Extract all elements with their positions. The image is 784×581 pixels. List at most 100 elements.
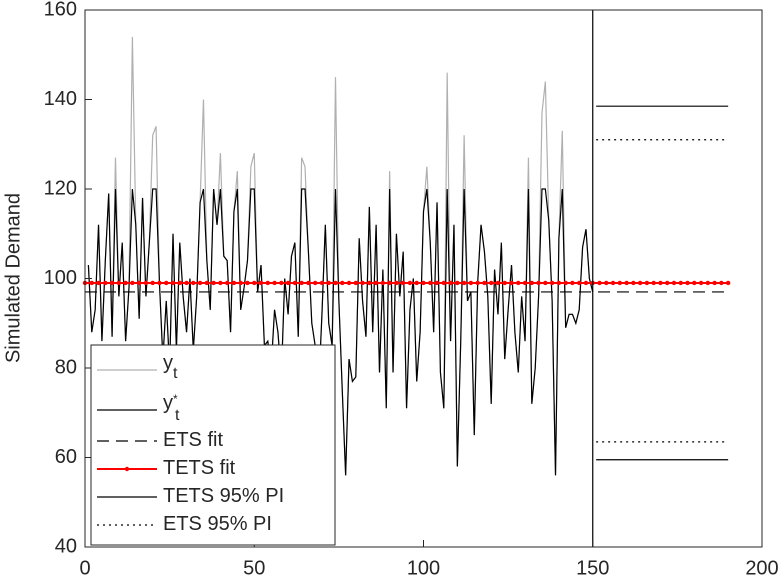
x-tick-label: 0 — [79, 557, 90, 579]
y-tick-label: 140 — [44, 88, 77, 110]
legend-label-sub: t — [175, 407, 180, 424]
y-axis-label: Simulated Demand — [2, 193, 24, 363]
series-marker — [306, 280, 311, 286]
series-marker — [157, 280, 162, 286]
series-marker — [502, 280, 507, 286]
y-tick-label: 80 — [55, 356, 77, 378]
series-marker — [191, 280, 196, 286]
series-marker — [529, 280, 535, 286]
series-marker — [204, 280, 210, 286]
series-marker — [340, 280, 345, 286]
series-marker — [177, 280, 182, 286]
legend-label: ETS 95% PI — [163, 513, 272, 535]
series-marker — [516, 280, 521, 286]
series-marker — [136, 280, 142, 286]
series-marker — [712, 280, 717, 286]
series-marker — [89, 280, 94, 286]
series-marker — [461, 280, 467, 286]
series-marker — [285, 280, 291, 286]
series-marker — [96, 280, 101, 286]
series-marker — [671, 280, 677, 286]
y-tick-label: 100 — [44, 267, 77, 289]
series-marker — [109, 280, 115, 286]
series-marker — [685, 280, 690, 286]
series-marker — [536, 280, 541, 286]
series-marker — [617, 280, 623, 286]
series-marker — [678, 280, 683, 286]
series-marker — [455, 280, 460, 286]
legend-label: TETS fit — [163, 457, 236, 479]
series-marker — [211, 280, 216, 286]
series-marker — [380, 280, 386, 286]
series-marker — [299, 280, 304, 286]
series-marker — [482, 280, 487, 286]
series-marker — [394, 280, 399, 286]
series-marker — [705, 280, 711, 286]
series-marker — [224, 280, 230, 286]
series-marker — [279, 280, 284, 286]
series-marker — [231, 280, 237, 286]
series-marker — [184, 280, 189, 286]
series-marker — [143, 280, 149, 286]
series-marker — [597, 280, 602, 286]
series-marker — [258, 280, 264, 286]
series-marker — [468, 280, 474, 286]
series-marker — [421, 280, 426, 286]
legend-label-main: TETS 95% PI — [163, 485, 284, 507]
series-marker — [428, 280, 433, 286]
series-marker — [549, 280, 555, 286]
series-marker — [238, 280, 243, 286]
series-marker — [563, 280, 568, 286]
series-marker — [631, 280, 636, 286]
y-tick-label: 120 — [44, 177, 77, 199]
x-tick-label: 200 — [745, 557, 778, 579]
x-tick-label: 150 — [576, 557, 609, 579]
series-marker — [164, 280, 169, 286]
y-tick-label: 160 — [44, 0, 77, 20]
series-marker — [130, 280, 135, 286]
legend-label-sup: * — [173, 392, 178, 406]
series-marker — [218, 280, 223, 286]
legend-box — [90, 344, 336, 546]
series-marker — [624, 280, 629, 286]
series-marker — [245, 280, 250, 286]
series-line — [87, 188, 594, 476]
series-marker — [312, 280, 318, 286]
series-marker — [522, 280, 528, 286]
series-marker — [570, 280, 575, 286]
series-marker — [475, 280, 480, 286]
series-marker — [489, 280, 494, 286]
series-marker — [353, 280, 358, 286]
series-marker — [265, 280, 270, 286]
series-marker — [367, 280, 372, 286]
legend-label: yt — [163, 352, 178, 382]
series-marker — [495, 280, 501, 286]
x-tick-label: 50 — [243, 557, 265, 579]
series-marker — [725, 280, 731, 286]
series-marker — [719, 280, 724, 286]
series-marker — [637, 280, 643, 286]
legend-label: TETS 95% PI — [163, 485, 284, 507]
legend-label-main: ETS fit — [163, 429, 223, 451]
y-tick-label: 60 — [55, 446, 77, 468]
series-marker — [326, 280, 331, 286]
series-marker — [272, 280, 277, 286]
series-marker — [434, 280, 440, 286]
series-marker — [333, 280, 338, 286]
legend-marker — [124, 466, 130, 472]
series-marker — [610, 280, 616, 286]
legend-label-sub: t — [173, 365, 178, 382]
series-marker — [387, 280, 392, 286]
series-marker — [103, 280, 108, 286]
series-marker — [698, 280, 704, 286]
series-marker — [577, 280, 582, 286]
series-marker — [400, 280, 406, 286]
legend-label: y* t — [163, 392, 180, 424]
legend-label-main: y — [163, 392, 173, 414]
series-marker — [644, 280, 650, 286]
series-marker — [123, 280, 128, 286]
series-marker — [252, 280, 257, 286]
series-marker — [373, 280, 379, 286]
series-marker — [170, 280, 176, 286]
